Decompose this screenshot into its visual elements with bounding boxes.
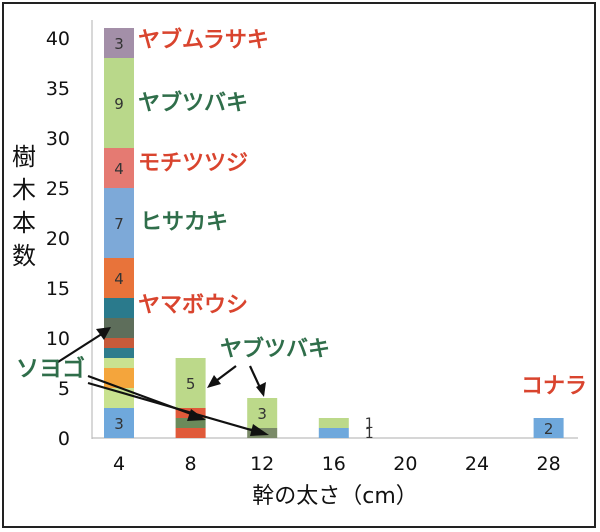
segment-value-label: 2 <box>544 420 554 438</box>
bar-segment <box>104 358 134 368</box>
y-tick-label: 35 <box>46 78 70 100</box>
bar-segment <box>104 188 134 258</box>
y-tick-label: 30 <box>46 128 70 150</box>
bar-segment <box>104 298 134 318</box>
x-tick-label: 20 <box>393 453 417 475</box>
y-axis-title-char: 数 <box>12 242 36 270</box>
side-labels: 11 <box>365 416 374 442</box>
bar-segment <box>104 348 134 358</box>
species-label-konara: コナラ <box>521 374 587 399</box>
bar-segment <box>318 418 349 428</box>
bar-segment <box>104 338 134 348</box>
species-label-soyogo: ソヨゴ <box>16 355 85 382</box>
bar-segment <box>104 368 134 388</box>
bar-segment <box>104 58 134 148</box>
bar-segment <box>175 358 206 408</box>
bar-segment <box>104 28 134 58</box>
species-labels: ヤブムラサキ ヤブツバキ モチツツジ ヒサカキ ヤマボウシ ヤブツバキ ソヨゴ … <box>16 27 587 399</box>
bar-segment <box>533 418 564 438</box>
y-tick-label: 10 <box>46 328 70 350</box>
y-tick-label: 15 <box>46 278 70 300</box>
segment-value-label: 9 <box>114 95 124 113</box>
segment-value-label: 3 <box>114 415 124 433</box>
species-label-yamaboushi: ヤマボウシ <box>138 293 248 318</box>
x-axis-title: 幹の太さ（cm） <box>252 484 418 509</box>
segment-value-label: 3 <box>114 35 124 53</box>
y-tick-label: 40 <box>46 28 70 50</box>
bar-segment <box>318 428 349 438</box>
bar-segment <box>104 258 134 298</box>
y-tick-label: 5 <box>58 378 70 400</box>
species-label-mochitsutsuji: モチツツジ <box>138 151 248 176</box>
x-tick-label: 28 <box>537 453 561 475</box>
chart-frame <box>2 2 596 528</box>
segment-labels: 3 4 7 4 9 3 5 3 2 <box>114 35 553 438</box>
bar-segment <box>175 418 206 428</box>
arrow-soyogo-to-4 <box>57 329 109 363</box>
segment-value-label: 5 <box>186 375 196 393</box>
y-axis-title-char: 木 <box>12 176 36 204</box>
bar-segment <box>175 428 206 438</box>
annotation-arrows <box>57 327 269 436</box>
bars <box>104 28 564 438</box>
arrow-soyogo-to-12 <box>87 381 266 436</box>
bar-segment <box>104 148 134 188</box>
side-value-label: 1 <box>365 426 374 442</box>
x-tick-label: 4 <box>113 453 125 475</box>
y-tick-label: 25 <box>46 178 70 200</box>
x-tick-label: 8 <box>185 453 197 475</box>
arrowhead-soyogo-to-12 <box>250 424 269 436</box>
x-tick-label: 12 <box>250 453 274 475</box>
x-tick-label: 24 <box>465 453 489 475</box>
arrowhead-yabutsubaki-to-12 <box>256 382 266 397</box>
y-tick-label: 20 <box>46 228 70 250</box>
segment-value-label: 3 <box>257 405 267 423</box>
segment-value-label: 7 <box>114 215 124 233</box>
bar-segment <box>104 408 134 438</box>
y-ticks: 0 5 10 15 20 25 30 35 40 <box>46 28 70 450</box>
bar-segment <box>247 398 278 428</box>
y-axis-title-char: 樹 <box>12 143 36 171</box>
arrowhead-yabutsubaki-to-8 <box>207 375 221 388</box>
arrowhead-soyogo-to-4 <box>96 327 111 340</box>
x-tick-label: 16 <box>322 453 346 475</box>
species-label-yabutsubaki-top: ヤブツバキ <box>138 90 248 116</box>
species-label-yabumurasaki: ヤブムラサキ <box>138 27 269 53</box>
y-tick-label: 0 <box>58 428 70 450</box>
segment-value-label: 4 <box>114 270 124 288</box>
species-label-yabutsubaki-mid: ヤブツバキ <box>220 336 330 362</box>
species-label-hisakaki: ヒサカキ <box>140 210 228 235</box>
segment-value-label: 4 <box>114 160 124 178</box>
y-axis-title-char: 本 <box>12 209 36 237</box>
side-value-label: 1 <box>365 416 374 432</box>
x-ticks: 4 8 12 16 20 24 28 <box>113 453 561 475</box>
bar-segment <box>104 318 134 338</box>
